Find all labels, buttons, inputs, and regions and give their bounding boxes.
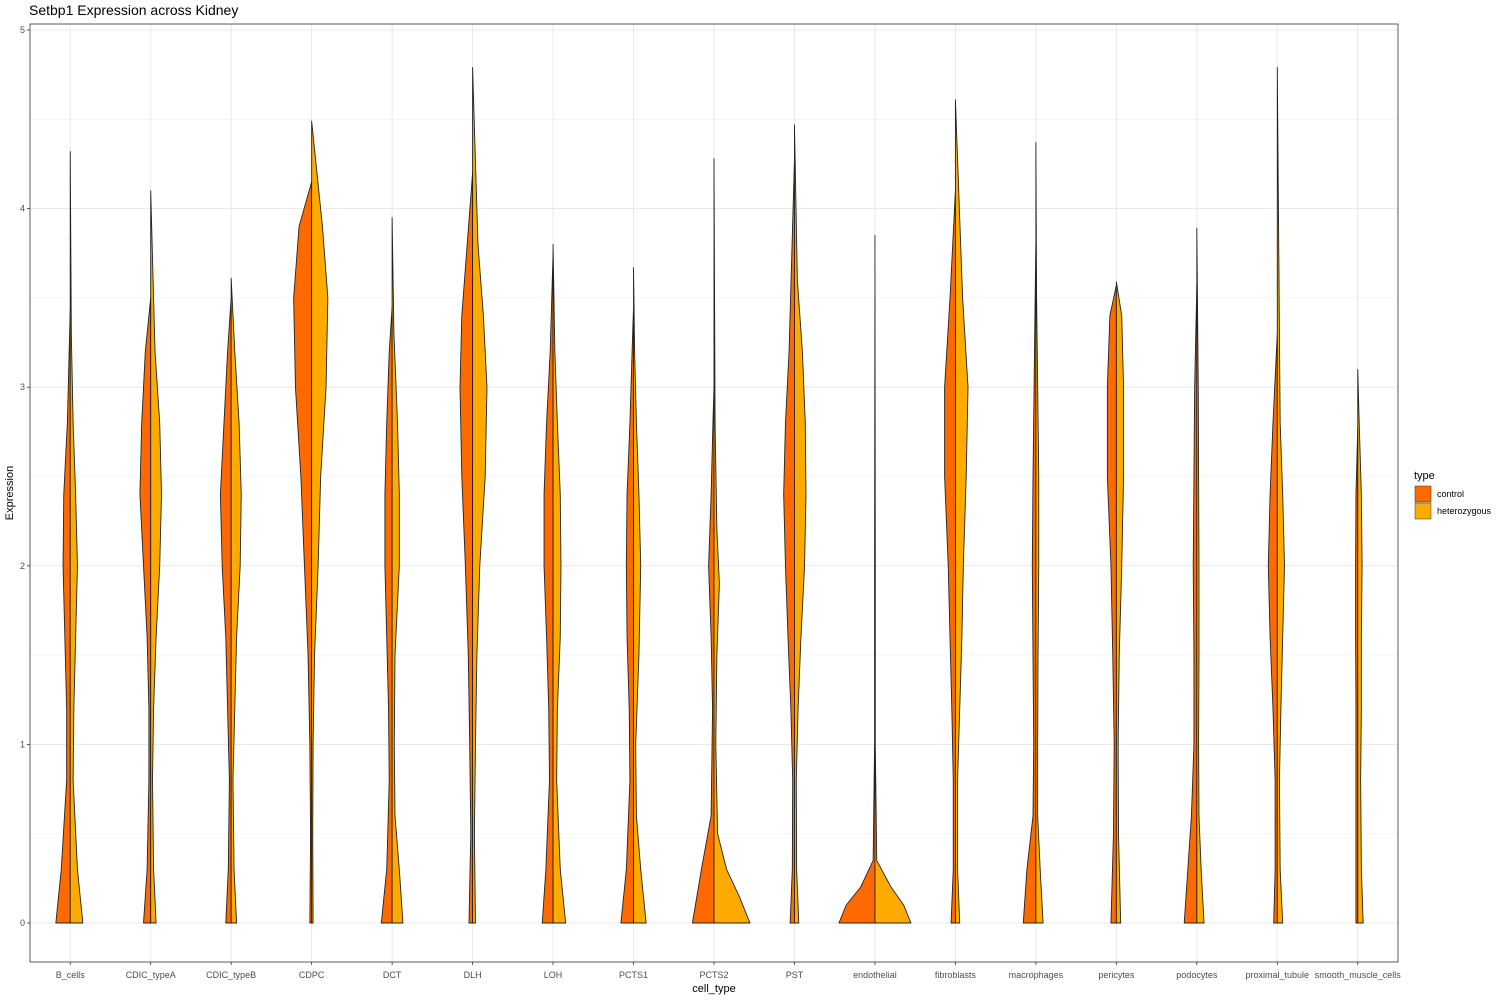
violin-heterozygous-smooth_muscle_cells [1357, 368, 1364, 924]
violin-heterozygous-DCT [391, 217, 404, 924]
x-tick-label: LOH [544, 970, 563, 980]
violin-heterozygous-B_cells [69, 151, 84, 924]
y-axis: 0 1 2 3 4 5 [20, 25, 30, 928]
x-tick-label: macrophages [1009, 970, 1064, 980]
x-tick-label: podocytes [1176, 970, 1218, 980]
legend-title: type [1414, 470, 1435, 482]
violin-heterozygous-podocytes [1196, 227, 1205, 924]
violin-heterozygous-endothelial [874, 234, 912, 924]
legend-key-control [1414, 485, 1432, 503]
violin-control-pericytes [1106, 284, 1117, 924]
x-axis: B_cells CDIC_typeA CDIC_typeB CDPC DCT DLH LOH… [56, 962, 1402, 980]
violin-heterozygous-macrophages [1035, 142, 1044, 924]
violin-heterozygous-CDPC [311, 120, 329, 924]
violin-heterozygous-CDIC_typeB [230, 277, 242, 924]
y-tick-label: 3 [20, 382, 25, 392]
x-tick-label: fibroblasts [935, 970, 977, 980]
legend-label-control: control [1437, 489, 1464, 499]
violin-heterozygous-DLH [472, 67, 488, 924]
x-tick-label: CDPC [299, 970, 325, 980]
legend: type control heterozygous [1414, 470, 1492, 520]
violin-control-PCTS2 [691, 386, 715, 924]
violin-heterozygous-proximal_tubule [1276, 67, 1285, 924]
x-tick-label: endothelial [853, 970, 897, 980]
legend-label-heterozygous: heterozygous [1437, 506, 1492, 516]
y-tick-label: 5 [20, 25, 25, 35]
x-tick-label: B_cells [56, 970, 86, 980]
violin-heterozygous-pericytes [1115, 281, 1124, 924]
y-tick-label: 0 [20, 918, 25, 928]
x-axis-title: cell_type [692, 983, 735, 995]
x-tick-label: PCTS2 [699, 970, 728, 980]
x-tick-label: pericytes [1098, 970, 1135, 980]
x-tick-label: DCT [383, 970, 402, 980]
x-tick-label: proximal_tubule [1246, 970, 1310, 980]
violin-heterozygous-CDIC_typeA [150, 190, 162, 924]
chart-title: Setbp1 Expression across Kidney [29, 2, 238, 18]
violin-heterozygous-PCTS1 [633, 267, 647, 924]
y-tick-label: 4 [20, 204, 25, 214]
x-tick-label: DLH [464, 970, 482, 980]
x-tick-label: CDIC_typeA [126, 970, 176, 980]
x-tick-label: PCTS1 [619, 970, 648, 980]
violin-control-smooth_muscle_cells [1355, 427, 1359, 924]
violin-heterozygous-fibroblasts [954, 99, 969, 924]
x-tick-label: smooth_muscle_cells [1315, 970, 1402, 980]
x-tick-label: PST [786, 970, 804, 980]
violins [55, 67, 1364, 924]
violin-heterozygous-PCTS2 [713, 158, 751, 924]
legend-key-heterozygous [1414, 502, 1432, 520]
violin-heterozygous-LOH [552, 243, 567, 924]
x-tick-label: CDIC_typeB [206, 970, 256, 980]
violin-control-podocytes [1183, 284, 1198, 924]
violin-control-macrophages [1022, 243, 1037, 924]
y-tick-label: 2 [20, 561, 25, 571]
violin-control-proximal_tubule [1267, 333, 1278, 924]
y-tick-label: 1 [20, 739, 25, 749]
violin-heterozygous-PST [794, 124, 807, 924]
y-axis-title: Expression [4, 466, 16, 520]
